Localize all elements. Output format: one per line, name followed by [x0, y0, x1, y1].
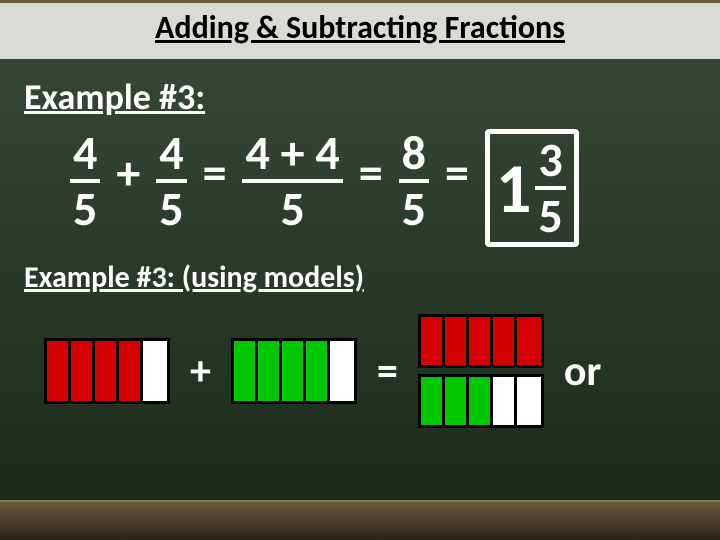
example-heading: Example #3: [24, 75, 696, 119]
numerator: 4 [70, 129, 100, 183]
plus-operator: + [190, 346, 211, 397]
equals-operator: = [203, 129, 227, 197]
mixed-number-box: 1 3 5 [485, 129, 579, 247]
or-label: or [564, 346, 602, 397]
equals-operator: = [359, 129, 383, 197]
page-title: Adding & Subtracting Fractions [60, 8, 660, 47]
bar-cell [421, 377, 445, 425]
bar-cell [258, 341, 282, 401]
denominator: 5 [280, 183, 304, 233]
numerator: 4 + 4 [242, 129, 342, 183]
bar-cell [493, 377, 517, 425]
model-bar-3-bottom [418, 374, 544, 428]
fraction-3: 4 + 4 5 [242, 129, 342, 233]
equals-operator: = [445, 129, 469, 197]
numerator: 3 [535, 136, 565, 190]
bar-cell [143, 341, 167, 401]
bar-cell [95, 341, 119, 401]
bar-cell [47, 341, 71, 401]
bar-cell [330, 341, 354, 401]
bar-cell [71, 341, 95, 401]
bar-cell [469, 317, 493, 365]
bar-cell [119, 341, 143, 401]
numerator: 8 [399, 129, 429, 183]
denominator: 5 [73, 183, 97, 233]
bar-cell [306, 341, 330, 401]
plus-operator: + [116, 129, 140, 197]
fraction-1: 4 5 [70, 129, 100, 233]
title-band: Adding & Subtracting Fractions [0, 0, 720, 59]
content-area: Example #3: 4 5 + 4 5 = 4 + 4 5 = 8 5 = … [0, 59, 720, 428]
equals-operator: = [377, 346, 398, 397]
bar-cell [421, 317, 445, 365]
fraction-2: 4 5 [156, 129, 186, 233]
mixed-whole: 1 [496, 153, 531, 223]
bar-cell [445, 317, 469, 365]
model-bar-stack [418, 314, 544, 428]
bar-cell [469, 377, 493, 425]
fraction-4: 8 5 [399, 129, 429, 233]
model-bar-2 [231, 338, 357, 404]
denominator: 5 [159, 183, 183, 233]
model-bar-1 [44, 338, 170, 404]
denominator: 5 [538, 190, 562, 240]
denominator: 5 [402, 183, 426, 233]
bar-cell [517, 317, 541, 365]
subheading: Example #3: (using models) [24, 259, 696, 296]
chalk-tray [0, 500, 720, 540]
models-row: + = or [44, 314, 696, 428]
bar-cell [517, 377, 541, 425]
bar-cell [282, 341, 306, 401]
numerator: 4 [156, 129, 186, 183]
bar-cell [445, 377, 469, 425]
equation-row: 4 5 + 4 5 = 4 + 4 5 = 8 5 = 1 3 5 [70, 129, 696, 247]
model-bar-3-top [418, 314, 544, 368]
bar-cell [493, 317, 517, 365]
mixed-fraction: 3 5 [535, 136, 565, 240]
bar-cell [234, 341, 258, 401]
